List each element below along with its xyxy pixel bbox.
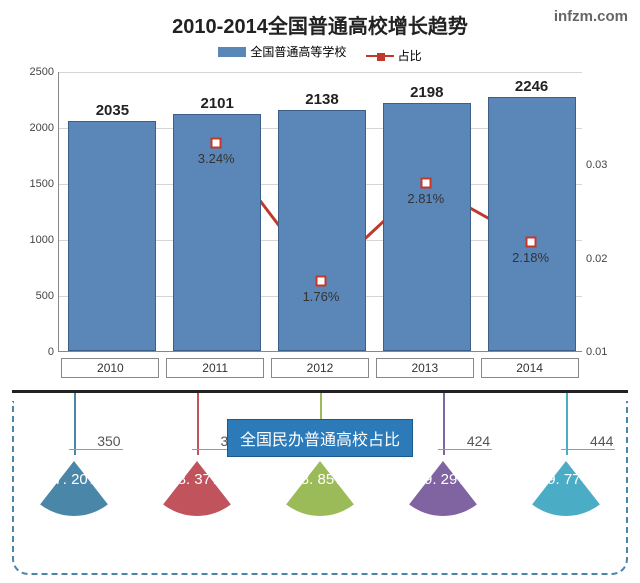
wedge-shape bbox=[516, 455, 616, 555]
wedge-stem bbox=[197, 393, 199, 455]
bar: 2138 bbox=[278, 110, 366, 351]
wedge-percent: 17. 20% bbox=[19, 471, 129, 488]
legend: 全国普通高等学校 占比 bbox=[0, 43, 640, 64]
bar: 2246 bbox=[488, 97, 576, 351]
bar-value-label: 2246 bbox=[489, 78, 575, 95]
bar-value-label: 2198 bbox=[384, 84, 470, 101]
ytick-left: 500 bbox=[18, 290, 54, 302]
ytick-left: 2500 bbox=[18, 66, 54, 78]
wedge-shape bbox=[393, 455, 493, 555]
plot-area: 203521012138219822463.24%1.76%2.81%2.18% bbox=[58, 72, 582, 352]
line-point bbox=[525, 236, 536, 247]
bar: 2035 bbox=[68, 121, 156, 351]
line-point bbox=[316, 276, 327, 287]
chart-area: 203521012138219822463.24%1.76%2.81%2.18%… bbox=[18, 72, 622, 382]
legend-line-label: 占比 bbox=[398, 47, 422, 64]
xtick: 2013 bbox=[376, 358, 474, 378]
ytick-left: 2000 bbox=[18, 122, 54, 134]
wedge-stem bbox=[443, 393, 445, 455]
ytick-right: 0.02 bbox=[586, 253, 622, 265]
wedge-count: 350 bbox=[97, 433, 120, 449]
legend-line: 占比 bbox=[366, 47, 422, 64]
bar-value-label: 2138 bbox=[279, 91, 365, 108]
bottom-title: 全国民办普通高校占比 bbox=[227, 419, 413, 457]
watermark: infzm.com bbox=[554, 8, 628, 25]
wedge-shape bbox=[270, 455, 370, 555]
wedge-count: 424 bbox=[467, 433, 490, 449]
line-series bbox=[216, 143, 529, 281]
legend-bar: 全国普通高等学校 bbox=[218, 43, 346, 60]
xtick-label: 2013 bbox=[376, 358, 474, 378]
xtick: 2010 bbox=[61, 358, 159, 378]
wedge-count: 444 bbox=[590, 433, 613, 449]
bar-value-label: 2101 bbox=[174, 95, 260, 112]
xtick: 2014 bbox=[481, 358, 579, 378]
line-value-label: 3.24% bbox=[198, 151, 235, 166]
xtick-label: 2012 bbox=[271, 358, 369, 378]
line-value-label: 2.81% bbox=[407, 191, 444, 206]
legend-line-swatch bbox=[366, 55, 394, 57]
xtick-label: 2010 bbox=[61, 358, 159, 378]
line-point bbox=[211, 137, 222, 148]
xtick: 2012 bbox=[271, 358, 369, 378]
wedge-percent: 19. 29% bbox=[388, 471, 498, 488]
bottom-section: 全国民办普通高校占比 35017. 20%38618. 37%40318. 85… bbox=[12, 390, 628, 583]
line-value-label: 2.18% bbox=[512, 250, 549, 265]
wedge-underline bbox=[561, 449, 615, 450]
wedge-stem bbox=[74, 393, 76, 455]
chart-container: infzm.com 2010-2014全国普通高校增长趋势 全国普通高等学校 占… bbox=[0, 0, 640, 573]
wedge-shape bbox=[24, 455, 124, 555]
ytick-right: 0.03 bbox=[586, 159, 622, 171]
wedge-shape bbox=[147, 455, 247, 555]
ytick-left: 1500 bbox=[18, 178, 54, 190]
wedge-percent: 18. 37% bbox=[142, 471, 252, 488]
ytick-left: 1000 bbox=[18, 234, 54, 246]
ytick-left: 0 bbox=[18, 346, 54, 358]
legend-bar-swatch bbox=[218, 47, 246, 57]
ytick-right: 0.01 bbox=[586, 346, 622, 358]
line-value-label: 1.76% bbox=[303, 289, 340, 304]
bar-value-label: 2035 bbox=[69, 102, 155, 119]
legend-bar-label: 全国普通高等学校 bbox=[250, 43, 346, 60]
gridline bbox=[59, 72, 582, 73]
bar: 2101 bbox=[173, 114, 261, 351]
wedge-percent: 18. 85% bbox=[265, 471, 375, 488]
wedge-percent: 19. 77% bbox=[511, 471, 621, 488]
xtick-label: 2014 bbox=[481, 358, 579, 378]
line-point bbox=[420, 178, 431, 189]
xtick: 2011 bbox=[166, 358, 264, 378]
chart-title: 2010-2014全国普通高校增长趋势 bbox=[0, 0, 640, 39]
wedge-stem bbox=[566, 393, 568, 455]
wedge-underline bbox=[69, 449, 123, 450]
wedge-underline bbox=[438, 449, 492, 450]
bar: 2198 bbox=[383, 103, 471, 351]
xtick-label: 2011 bbox=[166, 358, 264, 378]
